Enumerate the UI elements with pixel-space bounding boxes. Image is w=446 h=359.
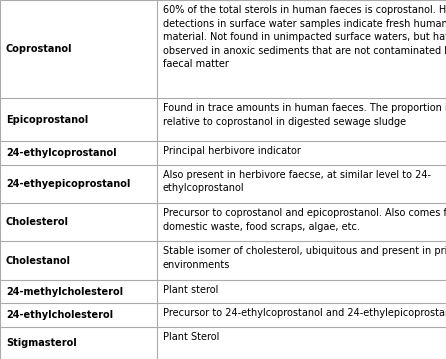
Text: Stigmasterol: Stigmasterol [6, 338, 77, 348]
Text: Plant sterol: Plant sterol [163, 285, 219, 295]
Text: 24-methylcholesterol: 24-methylcholesterol [6, 287, 123, 297]
Text: 24-ethylcoprostanol: 24-ethylcoprostanol [6, 148, 116, 158]
Text: Principal herbivore indicator: Principal herbivore indicator [163, 146, 301, 156]
Text: Also present in herbivore faecse, at similar level to 24-
ethylcoprostanol: Also present in herbivore faecse, at sim… [163, 169, 431, 193]
Text: 24-ethylcholesterol: 24-ethylcholesterol [6, 310, 113, 320]
Text: Precursor to 24-ethylcoprostanol and 24-ethylepicoprostanol: Precursor to 24-ethylcoprostanol and 24-… [163, 308, 446, 318]
Text: Stable isomer of cholesterol, ubiquitous and present in pristine
environments: Stable isomer of cholesterol, ubiquitous… [163, 247, 446, 270]
Text: Cholesterol: Cholesterol [6, 217, 69, 227]
Text: Epicoprostanol: Epicoprostanol [6, 115, 88, 125]
Text: Plant Sterol: Plant Sterol [163, 332, 219, 342]
Text: Coprostanol: Coprostanol [6, 44, 73, 54]
Text: 24-ethyepicoprostanol: 24-ethyepicoprostanol [6, 179, 130, 189]
Text: Cholestanol: Cholestanol [6, 256, 71, 266]
Text: 60% of the total sterols in human faeces is coprostanol. High
detections in surf: 60% of the total sterols in human faeces… [163, 5, 446, 69]
Text: Precursor to coprostanol and epicoprostanol. Also comes from
domestic waste, foo: Precursor to coprostanol and epicoprosta… [163, 208, 446, 232]
Text: Found in trace amounts in human faeces. The proportion increases
relative to cop: Found in trace amounts in human faeces. … [163, 103, 446, 127]
